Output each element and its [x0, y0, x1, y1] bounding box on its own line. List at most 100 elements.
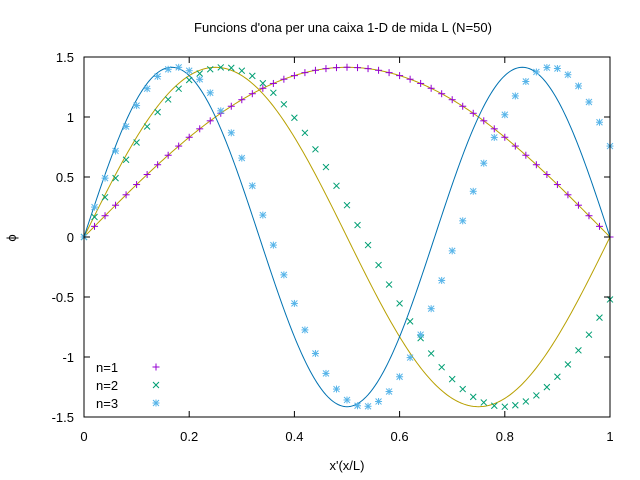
data-point — [427, 305, 435, 313]
data-point — [101, 193, 109, 201]
curve-n2 — [83, 66, 611, 408]
data-point — [459, 217, 467, 225]
data-point — [543, 64, 551, 72]
data-point — [112, 147, 120, 155]
data-point — [333, 182, 340, 190]
data-point — [206, 117, 214, 125]
data-point — [427, 84, 435, 92]
data-point — [196, 70, 204, 77]
data-point — [385, 69, 393, 77]
data-point — [291, 114, 298, 122]
x-tick-label-0: 0 — [80, 429, 87, 444]
data-point — [532, 68, 540, 76]
data-point — [396, 300, 403, 307]
x-tick-label-3: 0.6 — [391, 429, 409, 444]
data-point — [501, 133, 509, 141]
data-point — [585, 212, 593, 220]
data-point — [585, 98, 593, 106]
data-point — [564, 191, 572, 199]
data-point — [301, 129, 309, 137]
data-point — [459, 385, 467, 393]
data-point — [448, 375, 456, 383]
data-point — [311, 349, 319, 357]
data-point — [227, 64, 235, 72]
data-point — [238, 154, 246, 162]
curve-n3 — [83, 66, 611, 408]
data-point — [553, 181, 561, 189]
data-point — [248, 72, 256, 80]
data-point — [91, 203, 99, 211]
data-point — [469, 393, 477, 401]
data-point — [480, 399, 488, 406]
data-point — [238, 96, 246, 104]
y-tick-label-1: 1 — [67, 110, 74, 125]
data-point — [217, 107, 225, 115]
data-point — [343, 63, 351, 71]
data-point — [554, 373, 561, 381]
y-tick-label-6: -1.5 — [52, 410, 74, 425]
data-point — [522, 151, 530, 159]
data-point — [185, 76, 193, 84]
y-tick-label-3: 0 — [67, 230, 74, 245]
data-point — [175, 85, 183, 93]
data-point — [227, 102, 235, 110]
data-point — [290, 299, 298, 307]
data-point — [322, 163, 330, 171]
data-point — [448, 96, 456, 104]
data-point — [112, 201, 120, 209]
data-point — [164, 96, 172, 103]
data-point — [448, 247, 456, 255]
data-point — [154, 108, 161, 116]
data-point — [91, 213, 98, 221]
data-point — [511, 92, 519, 100]
legend-marker-n=2 — [152, 381, 160, 389]
data-point — [164, 151, 172, 159]
data-point — [112, 174, 119, 182]
data-point — [259, 211, 267, 219]
data-point — [364, 65, 372, 73]
data-point — [375, 261, 382, 269]
data-point — [543, 171, 551, 179]
data-point — [575, 347, 582, 354]
legend-marker-n=3 — [152, 399, 160, 407]
data-point — [343, 201, 351, 209]
data-point — [154, 161, 162, 169]
data-point — [280, 75, 288, 83]
data-point — [322, 65, 330, 73]
data-point — [343, 396, 351, 404]
data-point — [354, 221, 361, 229]
data-point — [501, 111, 509, 119]
data-point — [480, 117, 488, 125]
data-point — [501, 403, 509, 411]
data-markers — [80, 63, 614, 411]
data-point — [290, 72, 298, 80]
data-point — [522, 78, 530, 86]
data-point — [122, 123, 130, 131]
data-point — [438, 276, 446, 284]
data-point — [185, 67, 193, 75]
y-tick-label-4: -0.5 — [52, 290, 74, 305]
x-tick-label-2: 0.4 — [285, 429, 303, 444]
data-point — [206, 65, 214, 73]
data-point — [312, 146, 319, 153]
data-point — [332, 385, 340, 393]
data-point — [248, 90, 256, 98]
data-point — [332, 64, 340, 72]
data-point — [164, 65, 172, 73]
data-point — [301, 69, 309, 77]
data-point — [354, 64, 362, 72]
data-point — [227, 129, 235, 137]
data-point — [375, 397, 383, 405]
data-point — [532, 161, 540, 169]
data-point — [206, 89, 214, 97]
axis-ticks — [83, 56, 611, 418]
data-point — [354, 402, 362, 410]
data-point — [196, 75, 204, 83]
data-point — [280, 271, 288, 279]
data-point — [469, 109, 477, 117]
data-point — [417, 79, 425, 87]
legend-marker-n=1 — [152, 363, 160, 371]
data-point — [385, 281, 393, 288]
